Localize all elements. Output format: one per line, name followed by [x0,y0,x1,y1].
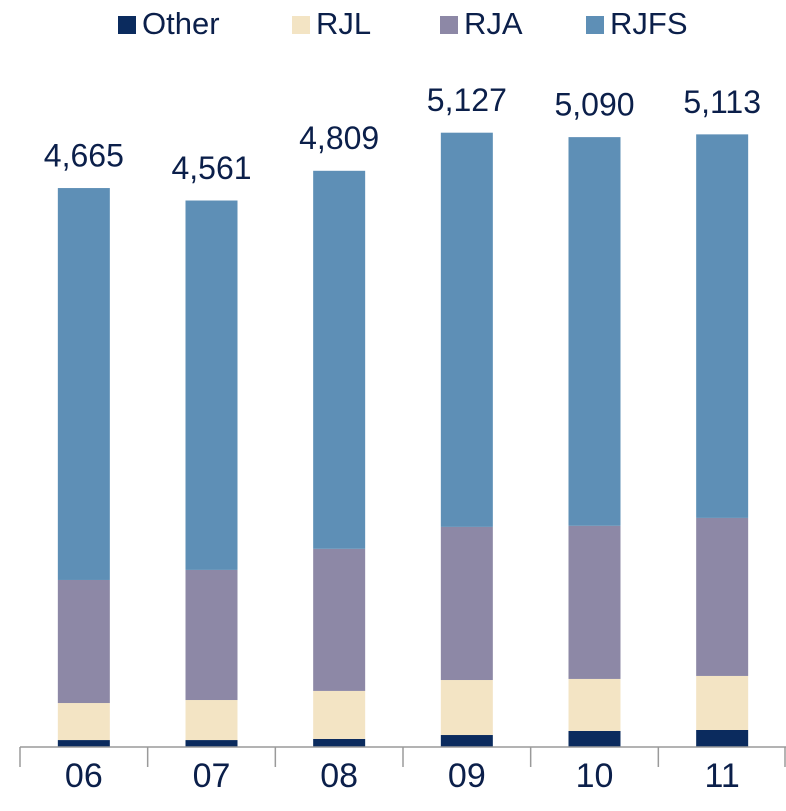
bar-segment [696,134,749,518]
x-tick-label: 09 [448,757,486,795]
legend-label: Other [142,6,220,41]
bar-segment [313,170,366,549]
bar-segment [696,517,749,676]
bar-segment [57,740,110,747]
x-tick-label: 11 [705,757,740,795]
total-label: 4,561 [171,150,251,186]
bar-segment [440,680,493,736]
bar-segment [440,132,493,527]
bar-segment [57,188,110,580]
bar-segment [185,569,238,701]
bar-segment [313,738,366,747]
bar-segment [185,200,238,570]
legend-label: RJL [316,6,371,41]
bar-segment [440,526,493,681]
legend-swatch [292,16,310,34]
bar-segment [696,675,749,730]
x-tick-label: 10 [576,757,614,795]
legend-swatch [586,16,604,34]
legend-label: RJA [464,6,523,41]
bar-segment [696,729,749,747]
x-tick-label: 08 [320,757,358,795]
bar-segment [57,703,110,741]
bar-segment [313,548,366,691]
x-tick-label: 07 [193,757,231,795]
bar-segment [313,690,366,739]
legend-label: RJFS [610,6,688,41]
bar-segment [568,137,621,526]
bar-segment [568,525,621,679]
total-label: 5,090 [554,87,634,123]
bar-segment [185,740,238,747]
total-label: 5,113 [683,84,761,120]
bar-segment [568,730,621,747]
bar-segment [185,700,238,741]
bar-segment [568,678,621,731]
x-tick-label: 06 [65,757,103,795]
total-label: 5,127 [427,82,507,118]
total-label: 4,809 [299,120,379,156]
bar-segment [440,735,493,747]
legend-swatch [440,16,458,34]
total-label: 4,665 [44,138,124,174]
bar-segment [57,579,110,704]
legend-swatch [118,16,136,34]
